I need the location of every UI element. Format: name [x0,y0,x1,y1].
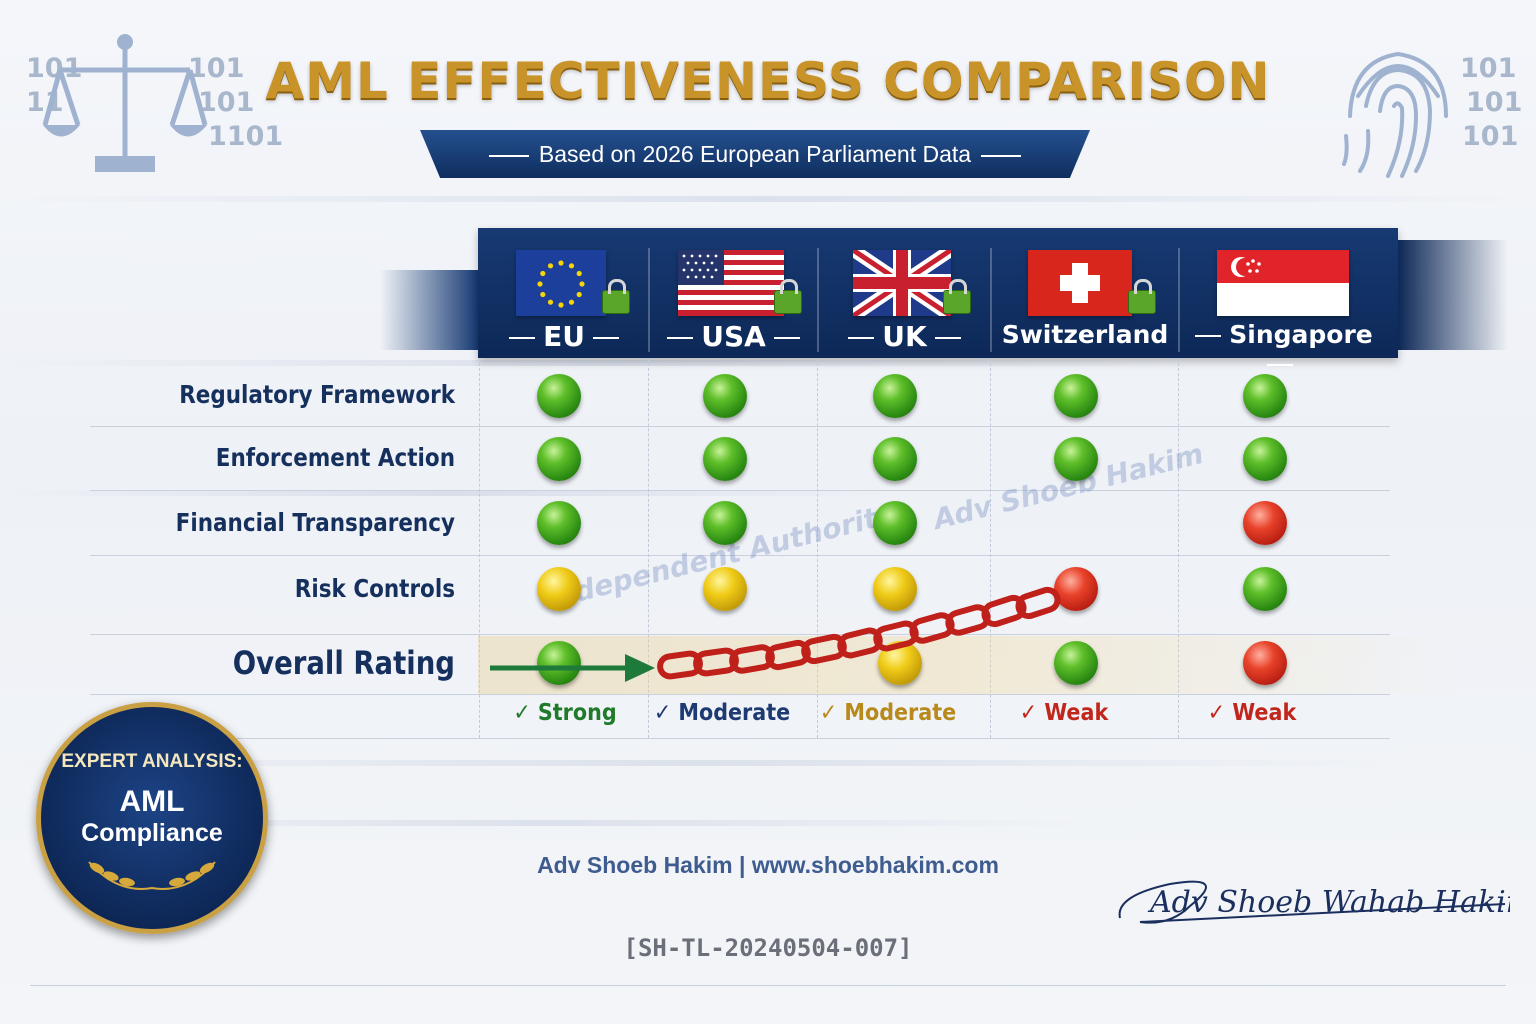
column-header-uk: UK [819,228,990,358]
fingerprint-icon [1342,51,1448,178]
row-label-risk-controls: Risk Controls [294,574,455,603]
column-divider [817,358,818,738]
page-title: AML EFFECTIVENESS COMPARISON [265,52,1271,110]
column-divider [479,358,480,738]
row-divider [90,634,1390,635]
expert-analysis-badge: EXPERT ANALYSIS: AML Compliance [36,702,268,934]
signature: Adv Shoeb Wahab Hakim [1118,880,1510,924]
rating-dot-green [1054,374,1098,418]
column-separator [648,248,650,352]
verdict-label: ✓ Moderate [819,700,957,726]
country-name: EU [543,320,585,353]
column-header-usa: USA [650,228,817,358]
bottom-rule [30,985,1506,986]
verdict-label: ✓ Strong [513,700,617,726]
padlock-icon [774,279,802,314]
rating-dot-yellow [537,567,581,611]
verdict-label: ✓ Moderate [653,700,791,726]
usa-flag-icon [678,250,784,316]
row-label-regulatory-framework: Regulatory Framework [179,380,455,409]
rating-dot-yellow [703,567,747,611]
column-divider [990,358,991,738]
rating-dot-green [703,501,747,545]
column-header-singapore: Singapore [1180,228,1380,366]
binary-text: 101 [1460,53,1517,84]
row-label-enforcement-action: Enforcement Action [215,443,455,472]
uk-flag-icon [853,250,951,316]
binary-text: 101 [188,53,245,84]
verdict-label: ✓ Weak [1207,700,1297,726]
column-separator [990,248,992,352]
binary-text: 11 [26,87,64,118]
binary-text: 101 [1462,121,1519,152]
subtitle-text: Based on 2026 European Parliament Data [538,141,972,167]
overall-dot-red [1243,641,1287,685]
singapore-flag-icon [1217,250,1349,316]
column-header-eu: EU [480,228,648,358]
country-name: Switzerland [1001,320,1169,349]
rating-dot-green [703,374,747,418]
rating-dot-green [537,437,581,481]
padlock-icon [1128,279,1156,314]
header-band-fade-left [380,270,478,350]
badge-line2: AML [119,785,185,818]
country-name: UK [882,320,927,353]
footer-credit: Adv Shoeb Hakim | www.shoebhakim.com [537,852,999,878]
arrow-right-icon [490,654,655,682]
row-divider [90,738,1390,739]
rating-dot-green [1243,567,1287,611]
row-divider [90,694,1390,695]
padlock-icon [943,279,971,314]
subtitle-ribbon: Based on 2026 European Parliament Data [420,130,1090,178]
rating-dot-yellow [873,567,917,611]
row-divider [90,490,1390,491]
chain-icon [657,586,1061,680]
laurel-icon [88,861,216,890]
column-header-switzerland: Switzerland [992,228,1178,358]
badge-line3: Compliance [81,819,223,847]
country-name: USA [701,320,766,353]
overall-dot-green [1054,641,1098,685]
binary-text: 1101 [208,121,284,152]
rating-dot-green [537,501,581,545]
binary-text: 101 [1466,87,1523,118]
rating-dot-green [873,437,917,481]
eu-flag-icon [516,250,606,316]
row-divider [90,426,1390,427]
scales-of-justice-icon [42,34,208,172]
rating-dot-green [1243,437,1287,481]
rating-dot-green [703,437,747,481]
column-divider [648,358,649,738]
row-divider [90,555,1390,556]
binary-text: 101 [198,87,255,118]
column-separator [1178,248,1180,352]
country-name: Singapore [1229,320,1373,349]
column-divider [1178,358,1179,738]
padlock-icon [602,279,630,314]
rating-dot-red [1054,567,1098,611]
rating-dot-green [1054,437,1098,481]
document-code: [SH-TL-20240504-007] [623,934,913,962]
badge-line1: EXPERT ANALYSIS: [61,751,243,772]
column-separator [817,248,819,352]
rating-dot-green [873,374,917,418]
header-band-fade-right [1398,240,1508,350]
row-label-financial-transparency: Financial Transparency [175,508,456,537]
rating-dot-green [537,374,581,418]
rating-dot-green [873,501,917,545]
overall-dot-green [537,641,581,685]
row-label-overall-rating: Overall Rating [232,644,455,682]
rating-dot-red [1243,501,1287,545]
signature-text: Adv Shoeb Wahab Hakim [1147,885,1510,920]
rating-dot-green [1243,374,1287,418]
verdict-label: ✓ Weak [1019,700,1109,726]
switzerland-flag-icon [1028,250,1132,316]
